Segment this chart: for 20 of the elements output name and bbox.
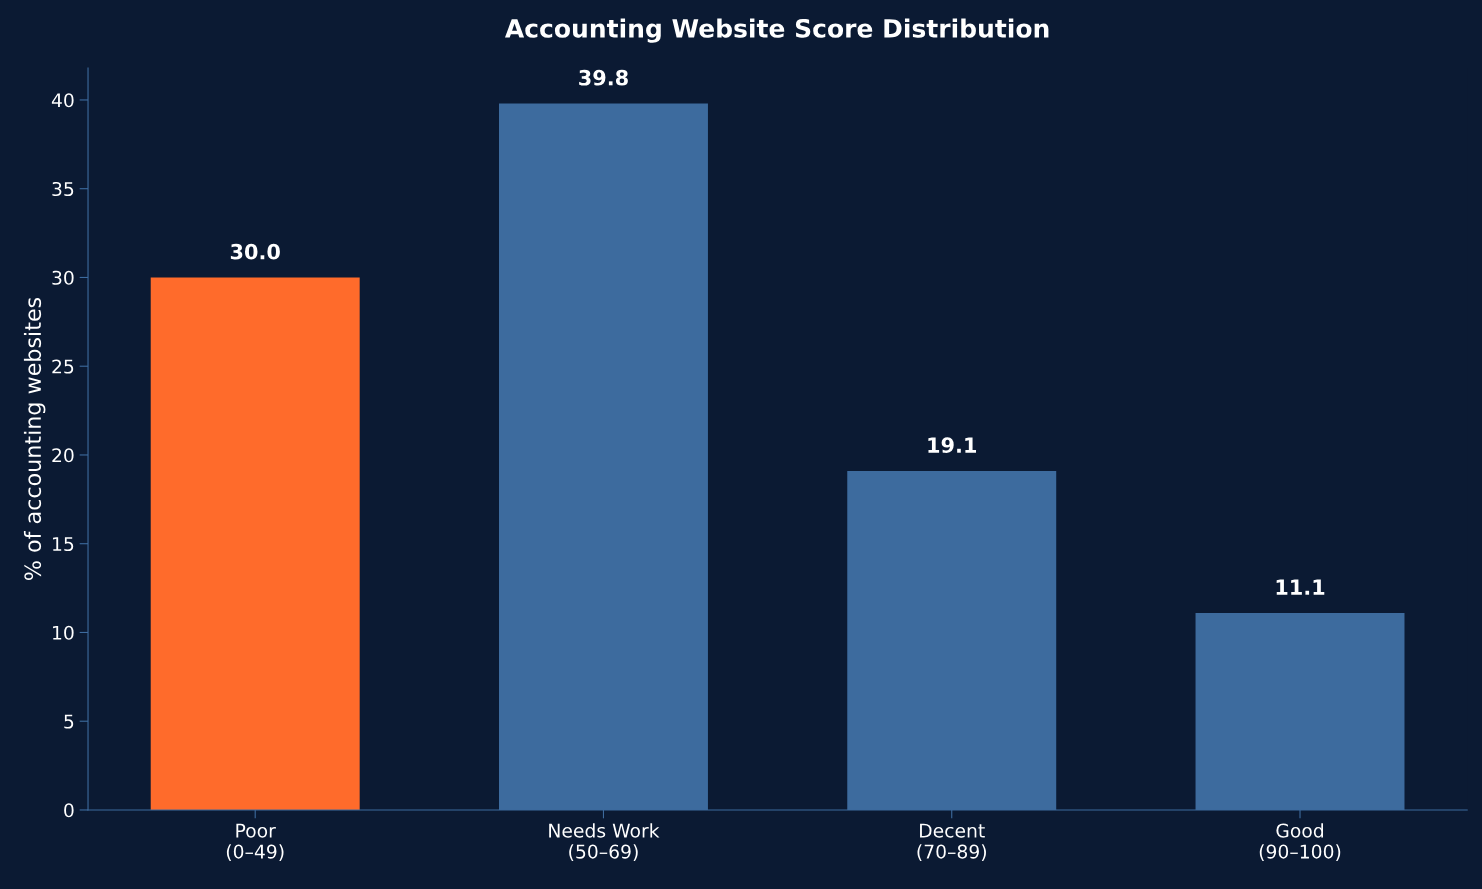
x-tick-label: Decent (70–89) xyxy=(917,823,986,861)
y-tick-label: 10 xyxy=(53,625,74,640)
y-tick-label: 40 xyxy=(51,93,74,108)
y-tick-label: 5 xyxy=(64,714,74,729)
y-tick-label: 25 xyxy=(52,359,74,374)
y-tick-label: 0 xyxy=(64,803,74,818)
data-label: 30.0 xyxy=(230,243,280,260)
x-tick-label: Needs Work (50–69) xyxy=(549,823,660,861)
y-tick-label: 35 xyxy=(52,181,74,197)
data-label: 39.8 xyxy=(579,69,628,86)
x-tick-label: Poor (0–49) xyxy=(226,823,284,861)
y-axis-title: % of accounting websites xyxy=(23,297,46,580)
data-label: 19.1 xyxy=(928,437,977,454)
y-tick-label: 15 xyxy=(53,537,74,552)
data-label: 11.1 xyxy=(1276,579,1325,595)
x-tick-label: Good (90–100) xyxy=(1259,823,1341,861)
y-tick-label: 30 xyxy=(52,270,74,285)
chart-title: Accounting Website Score Distribution xyxy=(504,18,1049,43)
y-tick-label: 20 xyxy=(52,448,74,463)
bar xyxy=(150,277,360,810)
